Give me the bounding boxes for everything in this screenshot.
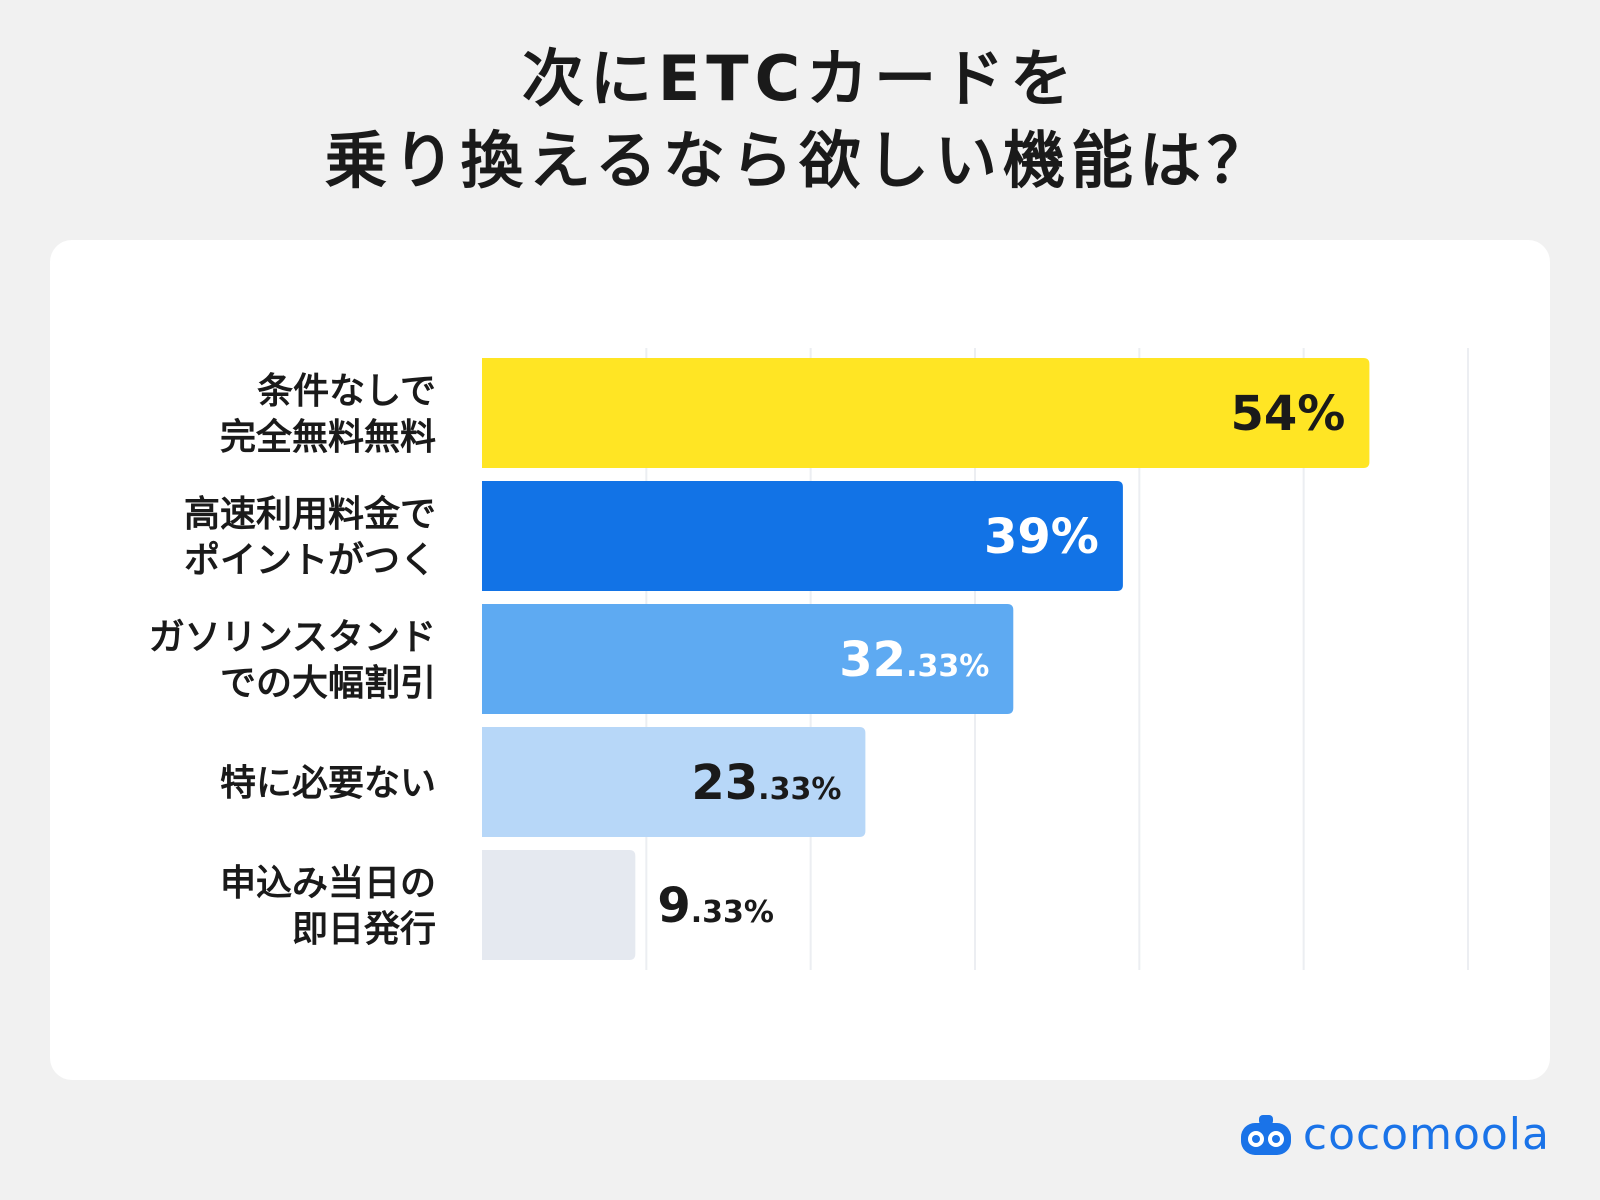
category-label: 特に必要ない [220,763,436,804]
data-label: 32.33% [839,632,989,688]
title-line-2: 乗り換えるなら欲しい機能は？ [324,124,1276,197]
data-label: 9.33% [657,878,774,934]
category-label: ガソリンスタンドでの大幅割引 [149,617,436,704]
category-label: 申込み当日の即日発行 [220,863,436,950]
data-label: 23.33% [691,755,841,811]
bar [482,481,1123,591]
category-label: 条件なしで完全無料無料 [220,371,436,458]
chart-title: 次にETCカードを 乗り換えるなら欲しい機能は？ [0,38,1600,202]
bar-chart: 条件なしで完全無料無料 54% 高速利用料金でポイントがつく 39% ガソリンスタンドで… [149,348,1469,970]
data-label: 54% [1231,386,1346,442]
chart-card: 条件なしで完全無料無料 54% 高速利用料金でポイントがつく 39% ガソリンスタンドで… [50,240,1550,1080]
bar [482,358,1370,468]
bar [482,727,866,837]
data-label: 39% [984,509,1099,565]
category-label: 高速利用料金でポイントがつく [184,493,436,581]
bar [482,850,636,960]
brand-logo: cocomoola [1239,1109,1550,1160]
title-line-1: 次にETCカードを [521,42,1079,115]
bar [482,604,1014,714]
cocomoola-logo-icon [1240,1114,1291,1155]
brand-name: cocomoola [1302,1109,1550,1160]
